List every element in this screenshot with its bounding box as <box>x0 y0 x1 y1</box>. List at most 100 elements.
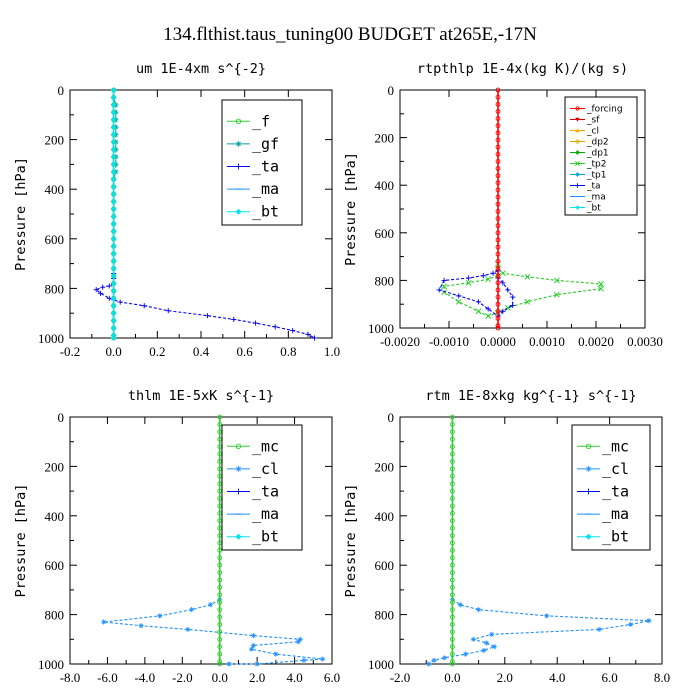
data-point <box>157 613 163 619</box>
data-point <box>495 251 501 257</box>
data-point <box>495 173 501 179</box>
data-point <box>449 570 455 576</box>
data-point <box>111 169 117 175</box>
data-point <box>495 258 501 264</box>
data-point <box>500 308 506 314</box>
data-point <box>441 655 448 661</box>
legend-item: _dp1 <box>570 149 609 159</box>
legend-item: _bt <box>570 204 601 214</box>
data-point <box>217 562 223 568</box>
legend-box <box>221 424 303 551</box>
legend-item: _f <box>227 112 270 130</box>
panel-title: rtpthlp 1E-4x(kg K)/(kg s) <box>417 61 628 77</box>
data-point <box>485 313 492 320</box>
legend-item: _sf <box>570 116 600 126</box>
data-point <box>481 647 487 654</box>
data-point <box>499 270 506 277</box>
series-ta <box>436 268 516 319</box>
data-point <box>544 613 550 619</box>
data-point <box>449 481 455 487</box>
data-point <box>111 243 117 249</box>
data-point <box>111 117 117 123</box>
series-mc <box>217 414 223 667</box>
data-point <box>111 213 117 220</box>
legend: _f _gf _ta _ma _bt <box>221 99 303 226</box>
data-point <box>111 184 117 190</box>
y-tick-label: 800 <box>375 273 395 288</box>
data-point <box>495 323 501 329</box>
y-tick-label: 400 <box>375 178 395 193</box>
x-tick-label: -2.0 <box>390 670 411 685</box>
data-point <box>217 659 223 664</box>
legend-item: _cl <box>577 460 629 478</box>
data-point <box>495 194 501 200</box>
data-point <box>553 291 560 298</box>
data-point <box>111 288 117 294</box>
x-tick-label: 0.8 <box>280 344 296 359</box>
y-tick-label: 0 <box>388 83 395 98</box>
legend-label: _tp1 <box>586 171 606 181</box>
data-point <box>431 657 437 663</box>
data-point <box>449 614 455 620</box>
data-point <box>111 102 117 108</box>
x-tick-label: 0.2 <box>149 344 165 359</box>
data-point <box>455 298 462 305</box>
data-point <box>217 644 223 650</box>
data-point <box>295 639 301 645</box>
data-point <box>597 285 604 292</box>
data-point <box>111 318 117 324</box>
series-mc <box>449 414 455 667</box>
legend-item: _dp2 <box>570 138 609 148</box>
plot-area <box>93 87 318 341</box>
data-point <box>217 585 223 590</box>
data-point <box>106 295 112 301</box>
data-point <box>495 208 501 214</box>
y-tick-label: 1000 <box>368 321 394 336</box>
y-tick-label: 600 <box>375 226 395 241</box>
legend-item: _gf <box>227 135 279 153</box>
legend-label: _dp1 <box>586 149 609 159</box>
data-point <box>524 298 531 305</box>
data-point <box>495 109 501 114</box>
data-point <box>111 295 117 301</box>
legend-swatch-marker <box>235 533 242 540</box>
data-point <box>217 592 223 598</box>
panel-4: rtm 1E-8xkg kg^{-1} s^{-1} Pressure [hPa]… <box>343 388 670 685</box>
data-point <box>510 302 516 308</box>
y-tick-label: 0 <box>58 410 65 425</box>
data-point <box>457 602 463 608</box>
data-point <box>217 607 223 613</box>
y-tick-label: 400 <box>45 182 65 197</box>
panel-3: thlm 1E-5xK s^{-1} Pressure [hPa] -8.0 -6.0… <box>13 388 340 685</box>
data-point <box>272 324 278 330</box>
data-point <box>217 614 223 620</box>
data-point <box>495 180 501 186</box>
data-point <box>627 621 634 628</box>
data-point <box>111 303 117 309</box>
data-point <box>495 201 501 207</box>
panels: um 1E-4xm s^{-2} Pressure [hPa] -0.2 0.0 0.2… <box>13 61 670 685</box>
legend-swatch-marker <box>235 443 242 449</box>
data-point <box>449 444 455 450</box>
data-point <box>207 602 213 608</box>
legend-swatch-marker <box>235 208 242 215</box>
data-point <box>111 87 117 93</box>
data-point <box>254 661 260 667</box>
plot-area <box>436 87 604 331</box>
legend-box <box>564 96 638 216</box>
legend-item: _bt <box>577 528 629 546</box>
data-point <box>111 280 117 287</box>
data-point <box>111 94 117 101</box>
data-point <box>231 316 237 322</box>
legend-label: _ta <box>252 158 279 176</box>
data-point <box>449 659 455 664</box>
data-point <box>305 331 311 337</box>
y-tick-label: 600 <box>375 558 395 573</box>
y-tick-label: 1000 <box>38 331 64 346</box>
data-point <box>449 629 455 635</box>
data-point <box>449 414 455 420</box>
data-point <box>490 270 496 276</box>
legend-item: _cl <box>227 460 279 478</box>
x-tick-label: 8.0 <box>654 670 670 685</box>
